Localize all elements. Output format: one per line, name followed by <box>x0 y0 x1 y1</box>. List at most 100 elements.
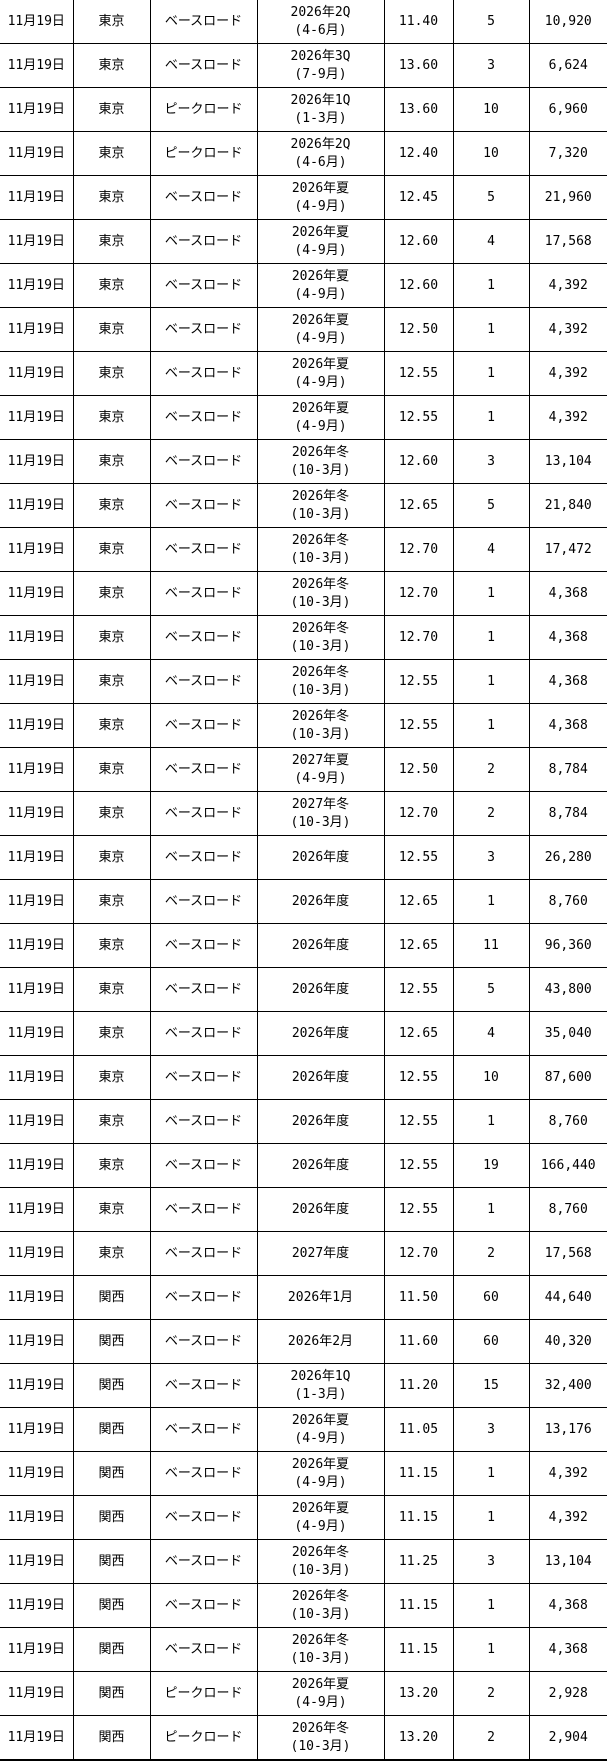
cell-quantity: 3 <box>452 835 530 880</box>
cell-area: 東京 <box>72 1099 151 1144</box>
period-line-2: (4-9月) <box>294 1474 347 1490</box>
cell-quantity: 2 <box>452 1231 530 1276</box>
cell-period: 2026年夏 (4-9月) <box>256 263 385 308</box>
cell-date: 11月19日 <box>0 1187 74 1232</box>
cell-date: 11月19日 <box>0 527 74 572</box>
cell-period: 2026年2Q (4-6月) <box>256 131 385 176</box>
cell-price: 11.60 <box>383 1319 454 1364</box>
period-line-1: 2026年冬 <box>291 1632 350 1648</box>
cell-volume: 4,392 <box>528 395 607 440</box>
cell-load-type: ベースロード <box>149 1099 258 1144</box>
table-row: 11月19日 東京 ベースロード 2026年3Q (7-9月) 13.60 3 … <box>0 43 607 88</box>
table-row: 11月19日 関西 ベースロード 2026年夏 (4-9月) 11.05 3 1… <box>0 1407 607 1452</box>
cell-price: 11.15 <box>383 1451 454 1496</box>
cell-volume: 4,392 <box>528 307 607 352</box>
cell-date: 11月19日 <box>0 43 74 88</box>
cell-volume: 8,760 <box>528 1099 607 1144</box>
cell-load-type: ベースロード <box>149 1407 258 1452</box>
period-line-1: 2026年冬 <box>291 1588 350 1604</box>
cell-period: 2026年度 <box>256 923 385 968</box>
cell-area: 東京 <box>72 527 151 572</box>
cell-load-type: ベースロード <box>149 263 258 308</box>
cell-date: 11月19日 <box>0 615 74 660</box>
cell-period: 2026年夏 (4-9月) <box>256 1671 385 1716</box>
cell-period: 2026年冬 (10-3月) <box>256 615 385 660</box>
period-line-2: (10-3月) <box>290 1650 351 1666</box>
cell-price: 12.70 <box>383 615 454 660</box>
cell-period: 2026年度 <box>256 879 385 924</box>
cell-volume: 8,760 <box>528 879 607 924</box>
cell-volume: 44,640 <box>528 1275 607 1320</box>
cell-quantity: 4 <box>452 219 530 264</box>
cell-date: 11月19日 <box>0 1715 74 1761</box>
cell-quantity: 11 <box>452 923 530 968</box>
period-line-2: (10-3月) <box>290 550 351 566</box>
cell-period: 2026年度 <box>256 1143 385 1188</box>
cell-volume: 4,392 <box>528 1451 607 1496</box>
cell-volume: 4,368 <box>528 615 607 660</box>
table-row: 11月19日 東京 ベースロード 2026年度 12.55 10 87,600 <box>0 1055 607 1100</box>
period-line-2: (10-3月) <box>290 506 351 522</box>
cell-period: 2026年1Q (1-3月) <box>256 1363 385 1408</box>
cell-load-type: ピークロード <box>149 87 258 132</box>
period-line-2: (10-3月) <box>290 1738 351 1754</box>
cell-price: 12.65 <box>383 923 454 968</box>
period-line-1: 2026年2Q <box>290 136 351 152</box>
cell-load-type: ベースロード <box>149 835 258 880</box>
cell-price: 12.55 <box>383 1055 454 1100</box>
table-row: 11月19日 関西 ベースロード 2026年夏 (4-9月) 11.15 1 4… <box>0 1495 607 1540</box>
cell-date: 11月19日 <box>0 1231 74 1276</box>
period-line-1: 2026年夏 <box>291 1456 350 1472</box>
table-row: 11月19日 東京 ベースロード 2026年夏 (4-9月) 12.60 4 1… <box>0 219 607 264</box>
cell-load-type: ベースロード <box>149 1583 258 1628</box>
cell-date: 11月19日 <box>0 263 74 308</box>
period-line-1: 2027年冬 <box>291 796 350 812</box>
cell-date: 11月19日 <box>0 1055 74 1100</box>
cell-load-type: ベースロード <box>149 1451 258 1496</box>
cell-quantity: 1 <box>452 879 530 924</box>
table-row: 11月19日 東京 ベースロード 2026年度 12.55 1 8,760 <box>0 1099 607 1144</box>
cell-price: 11.15 <box>383 1627 454 1672</box>
cell-period: 2026年度 <box>256 967 385 1012</box>
cell-date: 11月19日 <box>0 439 74 484</box>
cell-price: 12.55 <box>383 659 454 704</box>
cell-area: 東京 <box>72 879 151 924</box>
cell-period: 2026年夏 (4-9月) <box>256 1495 385 1540</box>
table-row: 11月19日 関西 ピークロード 2026年冬 (10-3月) 13.20 2 … <box>0 1715 607 1761</box>
cell-date: 11月19日 <box>0 1275 74 1320</box>
cell-date: 11月19日 <box>0 923 74 968</box>
cell-period: 2026年3Q (7-9月) <box>256 43 385 88</box>
cell-period: 2026年度 <box>256 835 385 880</box>
table-row: 11月19日 関西 ベースロード 2026年夏 (4-9月) 11.15 1 4… <box>0 1451 607 1496</box>
table-row: 11月19日 東京 ベースロード 2026年夏 (4-9月) 12.55 1 4… <box>0 351 607 396</box>
period-line-1: 2026年1Q <box>290 1368 351 1384</box>
cell-date: 11月19日 <box>0 1583 74 1628</box>
cell-price: 11.15 <box>383 1583 454 1628</box>
cell-quantity: 1 <box>452 703 530 748</box>
cell-load-type: ベースロード <box>149 1055 258 1100</box>
table-row: 11月19日 関西 ベースロード 2026年1月 11.50 60 44,640 <box>0 1275 607 1320</box>
cell-area: 関西 <box>72 1715 151 1761</box>
cell-price: 12.45 <box>383 175 454 220</box>
period-line-1: 2026年3Q <box>290 48 351 64</box>
cell-quantity: 3 <box>452 1407 530 1452</box>
cell-date: 11月19日 <box>0 395 74 440</box>
table-row: 11月19日 東京 ベースロード 2026年夏 (4-9月) 12.55 1 4… <box>0 395 607 440</box>
cell-area: 東京 <box>72 923 151 968</box>
cell-quantity: 15 <box>452 1363 530 1408</box>
cell-area: 東京 <box>72 307 151 352</box>
cell-area: 東京 <box>72 175 151 220</box>
cell-area: 東京 <box>72 747 151 792</box>
cell-period: 2026年冬 (10-3月) <box>256 1539 385 1584</box>
cell-period: 2026年2Q (4-6月) <box>256 0 385 44</box>
cell-period: 2026年冬 (10-3月) <box>256 1627 385 1672</box>
table-row: 11月19日 関西 ベースロード 2026年冬 (10-3月) 11.15 1 … <box>0 1583 607 1628</box>
cell-quantity: 1 <box>452 1627 530 1672</box>
cell-volume: 10,920 <box>528 0 607 44</box>
cell-load-type: ベースロード <box>149 1495 258 1540</box>
cell-area: 関西 <box>72 1407 151 1452</box>
cell-load-type: ピークロード <box>149 1671 258 1716</box>
cell-area: 東京 <box>72 659 151 704</box>
